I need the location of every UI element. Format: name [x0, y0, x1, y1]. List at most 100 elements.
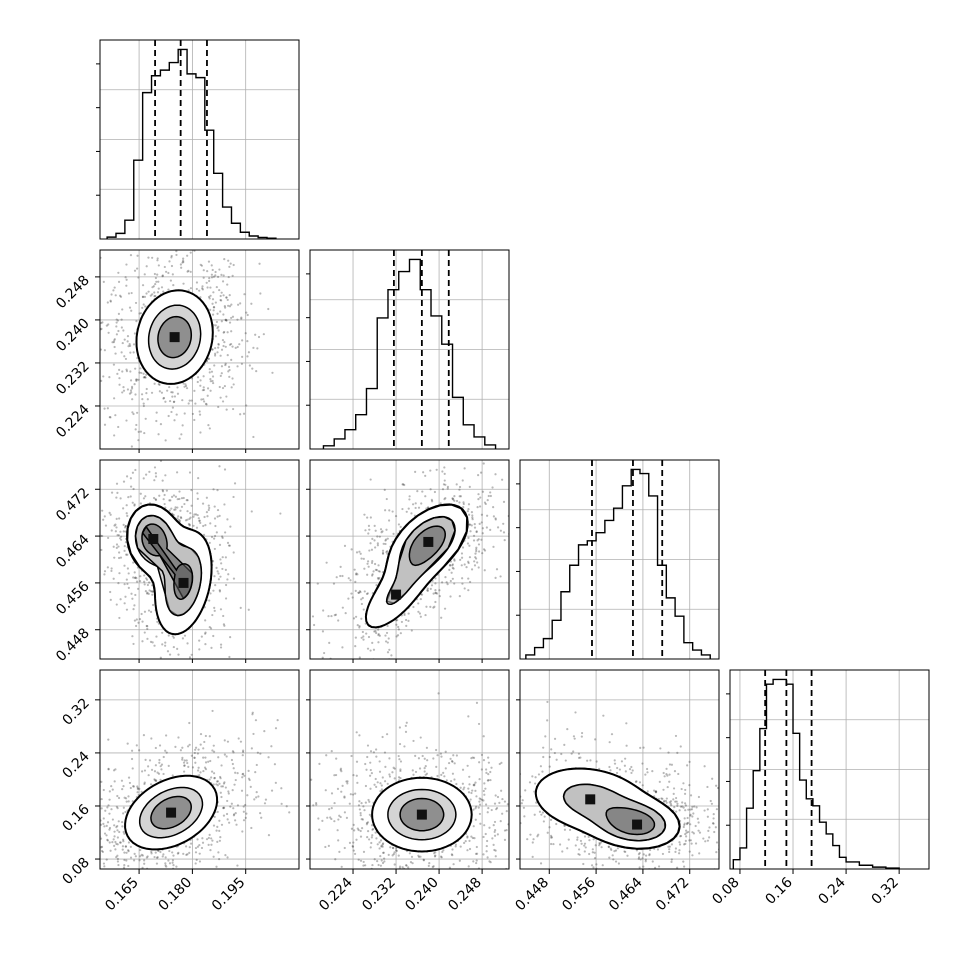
sample-point [506, 803, 509, 806]
sample-point [228, 821, 231, 824]
sample-point [114, 294, 117, 297]
sample-point [190, 399, 193, 402]
sample-point [253, 798, 256, 801]
sample-point [207, 760, 210, 763]
sample-point [125, 553, 128, 556]
sample-point [232, 407, 235, 411]
sample-point [154, 276, 157, 280]
sample-point [463, 587, 466, 590]
sample-point [398, 742, 402, 746]
sample-point [501, 478, 504, 481]
sample-point [444, 767, 447, 770]
sample-point [625, 744, 628, 747]
sample-point [350, 592, 353, 595]
sample-point [444, 880, 446, 882]
sample-point [478, 797, 481, 800]
sample-point [336, 787, 340, 790]
sample-point [202, 234, 204, 236]
sample-point [198, 844, 201, 847]
sample-point [103, 349, 106, 352]
sample-point [499, 449, 501, 451]
sample-point [474, 852, 478, 856]
sample-point [715, 784, 718, 787]
sample-point [155, 779, 158, 782]
sample-point [226, 354, 229, 357]
sample-point [120, 779, 124, 782]
sample-point [216, 326, 219, 330]
sample-point [118, 517, 121, 520]
sample-point [341, 574, 344, 578]
sample-point [202, 269, 205, 272]
sample-point [177, 515, 180, 518]
sample-point [187, 269, 190, 272]
sample-point [405, 864, 408, 867]
sample-point [485, 844, 488, 848]
sample-point [198, 860, 202, 863]
sample-point [374, 777, 377, 781]
sample-point [339, 660, 341, 662]
sample-point [127, 345, 130, 348]
sample-point [471, 518, 474, 521]
sample-point [179, 749, 182, 752]
sample-point [440, 773, 443, 776]
sample-point [478, 778, 481, 781]
sample-point [392, 532, 395, 535]
sample-point [124, 797, 128, 800]
sample-point [155, 411, 158, 414]
sample-point [211, 268, 214, 272]
sample-point [672, 787, 676, 790]
sample-point [217, 329, 220, 332]
sample-point [403, 613, 406, 617]
sample-point [104, 524, 108, 527]
sample-point [474, 818, 477, 821]
sample-point [212, 488, 215, 491]
sample-point [120, 535, 123, 538]
sample-point [461, 768, 465, 771]
sample-point [641, 870, 643, 872]
sample-point [499, 575, 502, 578]
sample-point [178, 519, 182, 522]
sample-point [373, 539, 376, 542]
sample-point [204, 619, 207, 622]
sample-point [213, 517, 217, 520]
sample-point [92, 784, 94, 786]
sample-point [385, 631, 389, 635]
sample-point [479, 798, 482, 801]
sample-point [482, 758, 486, 762]
sample-point [182, 382, 185, 385]
sample-point [227, 275, 230, 279]
sample-point [100, 823, 103, 826]
scatter-panel-p1-p2 [293, 449, 510, 678]
sample-point [472, 756, 476, 759]
sample-point [221, 567, 224, 571]
sample-point [213, 776, 216, 780]
sample-point [155, 280, 158, 283]
sample-point [115, 543, 119, 546]
sample-point [505, 810, 508, 813]
sample-point [211, 749, 214, 752]
sample-point [246, 340, 249, 343]
sample-point [226, 518, 229, 521]
sample-point [481, 552, 484, 555]
sample-point [212, 381, 215, 385]
sample-point [470, 511, 474, 514]
sample-point [293, 676, 295, 678]
sample-point [118, 383, 121, 386]
sample-point [455, 782, 458, 786]
sample-point [385, 908, 387, 910]
sample-point [209, 286, 212, 289]
sample-point [384, 538, 388, 541]
sample-point [132, 694, 134, 696]
sample-point [351, 845, 354, 848]
sample-point [93, 550, 95, 552]
sample-point [107, 878, 109, 880]
sample-point [177, 736, 180, 739]
sample-point [171, 406, 174, 409]
sample-point [227, 792, 230, 795]
sample-point [453, 875, 455, 877]
sample-point [137, 378, 140, 381]
sample-point [419, 615, 422, 618]
sample-point [399, 769, 402, 773]
sample-point [195, 281, 199, 284]
sample-point [134, 624, 138, 628]
